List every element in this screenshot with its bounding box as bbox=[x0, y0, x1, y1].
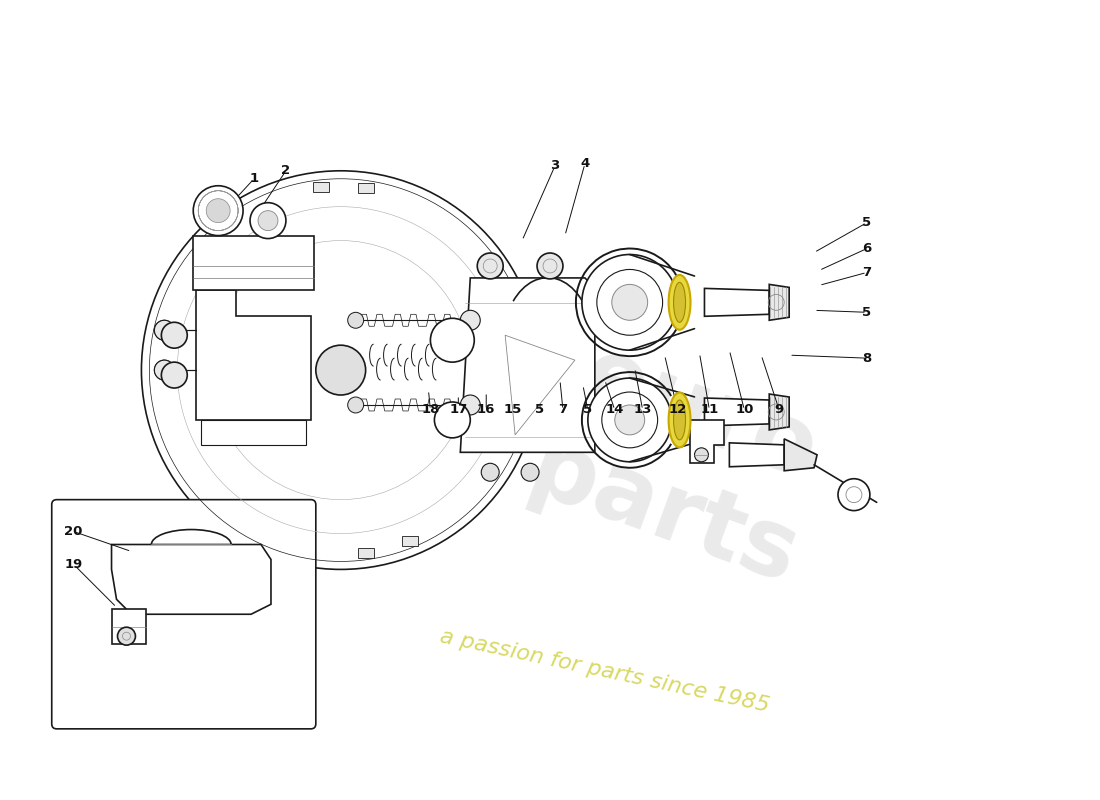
Text: 5: 5 bbox=[862, 306, 871, 319]
Circle shape bbox=[154, 320, 174, 340]
Polygon shape bbox=[194, 235, 314, 290]
Text: 5: 5 bbox=[536, 403, 544, 417]
Circle shape bbox=[154, 320, 174, 340]
Circle shape bbox=[118, 627, 135, 645]
Circle shape bbox=[154, 360, 174, 380]
Circle shape bbox=[154, 360, 174, 380]
Polygon shape bbox=[704, 398, 769, 426]
Circle shape bbox=[430, 318, 474, 362]
Polygon shape bbox=[505, 335, 575, 435]
Text: 14: 14 bbox=[606, 403, 624, 417]
Circle shape bbox=[537, 253, 563, 279]
Circle shape bbox=[316, 345, 365, 395]
Bar bbox=[314, 182, 329, 192]
Text: 19: 19 bbox=[65, 558, 82, 571]
Text: 3: 3 bbox=[550, 159, 560, 172]
Circle shape bbox=[250, 202, 286, 238]
Polygon shape bbox=[784, 439, 817, 470]
Polygon shape bbox=[111, 545, 271, 614]
Text: 17: 17 bbox=[449, 403, 468, 417]
Circle shape bbox=[460, 310, 481, 330]
Ellipse shape bbox=[673, 282, 685, 322]
Circle shape bbox=[694, 448, 708, 462]
Text: 9: 9 bbox=[774, 403, 784, 417]
Polygon shape bbox=[729, 443, 784, 466]
Circle shape bbox=[587, 378, 672, 462]
Text: 8: 8 bbox=[862, 352, 871, 365]
Polygon shape bbox=[769, 394, 789, 430]
Text: 10: 10 bbox=[735, 403, 754, 417]
Circle shape bbox=[481, 463, 499, 482]
Circle shape bbox=[612, 285, 648, 320]
Text: 12: 12 bbox=[669, 403, 686, 417]
Text: 18: 18 bbox=[421, 403, 440, 417]
Circle shape bbox=[460, 395, 481, 415]
Text: euro
parts: euro parts bbox=[516, 323, 847, 605]
Text: 20: 20 bbox=[65, 525, 82, 538]
Text: 7: 7 bbox=[559, 403, 568, 417]
Polygon shape bbox=[704, 288, 769, 316]
Ellipse shape bbox=[669, 393, 691, 447]
Ellipse shape bbox=[673, 400, 685, 440]
Circle shape bbox=[258, 210, 278, 230]
Text: a passion for parts since 1985: a passion for parts since 1985 bbox=[438, 626, 771, 716]
Circle shape bbox=[206, 198, 230, 222]
Text: 1: 1 bbox=[250, 172, 258, 186]
Text: 13: 13 bbox=[634, 403, 652, 417]
Circle shape bbox=[521, 463, 539, 482]
Circle shape bbox=[348, 397, 364, 413]
Text: 7: 7 bbox=[862, 266, 871, 279]
Polygon shape bbox=[769, 285, 789, 320]
Polygon shape bbox=[690, 420, 725, 462]
Bar bbox=[402, 536, 418, 546]
Bar bbox=[359, 548, 374, 558]
Circle shape bbox=[838, 478, 870, 510]
Circle shape bbox=[434, 402, 471, 438]
Text: 6: 6 bbox=[862, 242, 871, 255]
Polygon shape bbox=[111, 610, 146, 644]
Circle shape bbox=[162, 322, 187, 348]
Circle shape bbox=[597, 270, 662, 335]
FancyBboxPatch shape bbox=[52, 500, 316, 729]
Ellipse shape bbox=[669, 275, 691, 330]
Text: 11: 11 bbox=[701, 403, 718, 417]
Bar bbox=[359, 182, 374, 193]
Text: 15: 15 bbox=[504, 403, 522, 417]
Polygon shape bbox=[196, 290, 311, 420]
Circle shape bbox=[162, 362, 187, 388]
Text: 4: 4 bbox=[581, 158, 590, 170]
Circle shape bbox=[348, 312, 364, 328]
Text: 2: 2 bbox=[282, 164, 290, 178]
Polygon shape bbox=[460, 278, 595, 452]
Text: 16: 16 bbox=[477, 403, 495, 417]
Circle shape bbox=[477, 253, 503, 279]
Circle shape bbox=[582, 254, 678, 350]
Text: 5: 5 bbox=[862, 216, 871, 229]
Circle shape bbox=[615, 405, 645, 435]
Circle shape bbox=[142, 170, 540, 570]
Polygon shape bbox=[201, 420, 306, 445]
Circle shape bbox=[194, 186, 243, 235]
Text: 5: 5 bbox=[583, 403, 593, 417]
Circle shape bbox=[602, 392, 658, 448]
